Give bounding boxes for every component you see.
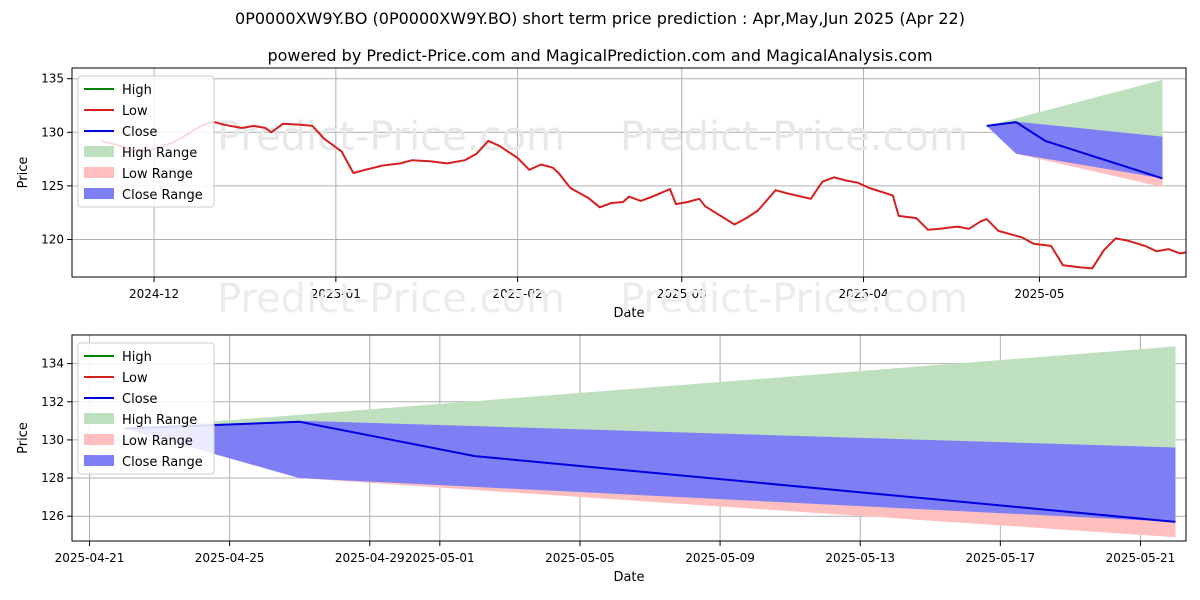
legend-label-close: Close <box>122 392 157 407</box>
chart-title: 0P0000XW9Y.BO (0P0000XW9Y.BO) short term… <box>235 9 965 28</box>
legend-label-close-range: Close Range <box>122 455 203 470</box>
y-tick-label: 130 <box>41 433 64 447</box>
axes-frame <box>71 334 1187 542</box>
legend-swatch-high-range <box>84 413 114 424</box>
y-tick-label: 132 <box>41 395 64 409</box>
panel-forecast-zoom: Predict-Price.comPredict-Price.com2025-0… <box>16 334 1187 585</box>
panel-history-and-forecast: Predict-Price.com Predict-Price.com 2024-1… <box>16 67 1187 321</box>
y-tick-label: 128 <box>41 471 64 485</box>
x-tick-label: 2025-05-13 <box>825 551 895 565</box>
legend-swatch-high-range <box>84 146 114 157</box>
legend-label-high-range: High Range <box>122 413 197 428</box>
x-tick-label: 2025-05-09 <box>685 551 755 565</box>
x-tick-label: 2025-03 <box>657 287 707 301</box>
x-tick-label: 2025-05-01 <box>405 551 475 565</box>
axes-frame <box>71 67 1187 278</box>
y-axis-label: Price <box>16 422 31 454</box>
watermark-text: Predict-Price.com <box>620 114 968 160</box>
x-tick-label: 2025-01 <box>311 287 361 301</box>
plot-area <box>101 79 1186 270</box>
x-tick-label: 2024-12 <box>129 287 179 301</box>
close-series-line <box>986 121 1163 180</box>
legend-label-high: High <box>122 83 152 98</box>
watermark-text: Predict-Price.com <box>217 114 565 160</box>
y-tick-label: 125 <box>41 179 64 193</box>
legend-swatch-low-range <box>84 434 114 445</box>
x-tick-label: 2025-04 <box>838 287 888 301</box>
x-tick-label: 2025-05 <box>1014 287 1064 301</box>
y-tick-label: 126 <box>41 509 64 523</box>
y-tick-label: 135 <box>41 72 64 86</box>
y-tick-label: 130 <box>41 125 64 139</box>
plot-area <box>124 346 1176 538</box>
legend-swatch-low-range <box>84 167 114 178</box>
x-tick-label: 2025-05-05 <box>545 551 615 565</box>
legend: High Low Close High Range Low Range Close Ran… <box>77 342 215 475</box>
legend-label-high-range: High Range <box>122 146 197 161</box>
legend: High Low Close High Range Low Range Close Ran… <box>77 75 215 208</box>
legend-label-low-range: Low Range <box>122 167 193 182</box>
legend-swatch-close-range <box>84 188 114 199</box>
x-tick-label: 2025-04-29 <box>335 551 405 565</box>
watermark-text: Predict-Price.com <box>620 276 968 322</box>
x-tick-label: 2025-02 <box>493 287 543 301</box>
legend-label-low: Low <box>122 371 148 386</box>
legend-label-close: Close <box>122 125 157 140</box>
legend-label-low-range: Low Range <box>122 434 193 449</box>
legend-label-high: High <box>122 350 152 365</box>
x-tick-label: 2025-04-25 <box>195 551 265 565</box>
chart-subtitle: powered by Predict-Price.com and Magical… <box>267 46 933 65</box>
legend-label-close-range: Close Range <box>122 188 203 203</box>
x-tick-label: 2025-05-21 <box>1106 551 1176 565</box>
x-tick-label: 2025-04-21 <box>55 551 125 565</box>
low-series-line <box>101 120 1186 270</box>
x-axis-label: Date <box>613 306 644 321</box>
x-axis-label: Date <box>613 570 644 585</box>
legend-label-low: Low <box>122 104 148 119</box>
x-tick-label: 2025-05-17 <box>965 551 1035 565</box>
y-tick-label: 134 <box>41 357 64 371</box>
y-axis-label: Price <box>16 157 31 189</box>
legend-swatch-close-range <box>84 455 114 466</box>
watermark-text: Predict-Price.com <box>217 276 565 322</box>
y-tick-label: 120 <box>41 232 64 246</box>
